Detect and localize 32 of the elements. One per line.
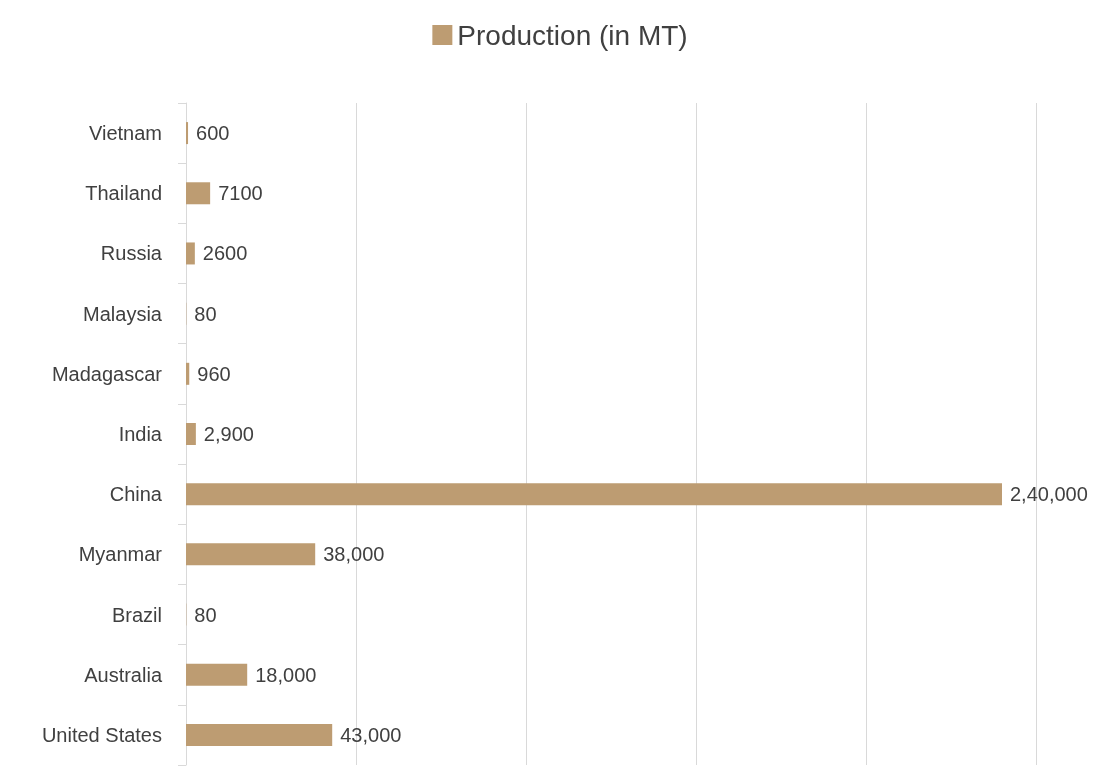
y-tick-label: Malaysia xyxy=(83,302,163,325)
bar xyxy=(186,423,196,445)
y-tick-label: Russia xyxy=(100,242,163,265)
y-tick-label: United States xyxy=(41,723,162,746)
bar xyxy=(186,543,316,566)
y-tick-label: Myanmar xyxy=(78,543,163,566)
data-label: 80 xyxy=(194,302,217,325)
bar xyxy=(186,182,211,205)
bar xyxy=(186,483,1002,506)
data-label: 960 xyxy=(197,362,231,385)
data-label: 2,40,000 xyxy=(1010,483,1088,506)
data-label: 2,900 xyxy=(203,423,254,445)
bar xyxy=(186,723,333,746)
y-tick-label: China xyxy=(109,483,163,506)
y-tick-label: Madagascar xyxy=(51,362,163,385)
data-label: 18,000 xyxy=(255,663,317,686)
y-tick-label: India xyxy=(118,423,163,445)
data-label: 43,000 xyxy=(340,723,402,746)
bar xyxy=(186,242,195,265)
data-label: 38,000 xyxy=(323,543,385,566)
data-label: 600 xyxy=(196,122,230,145)
bar xyxy=(186,663,248,686)
data-label: 80 xyxy=(194,603,217,626)
y-tick-label: Brazil xyxy=(111,603,162,626)
data-label: 7100 xyxy=(218,182,263,205)
legend-label: Production (in MT) xyxy=(457,19,688,51)
data-label: 2600 xyxy=(202,242,248,265)
bar xyxy=(186,362,190,385)
y-tick-label: Vietnam xyxy=(88,122,162,145)
y-tick-label: Australia xyxy=(84,663,163,686)
y-tick-label: Thailand xyxy=(85,182,162,205)
bar xyxy=(186,122,189,145)
